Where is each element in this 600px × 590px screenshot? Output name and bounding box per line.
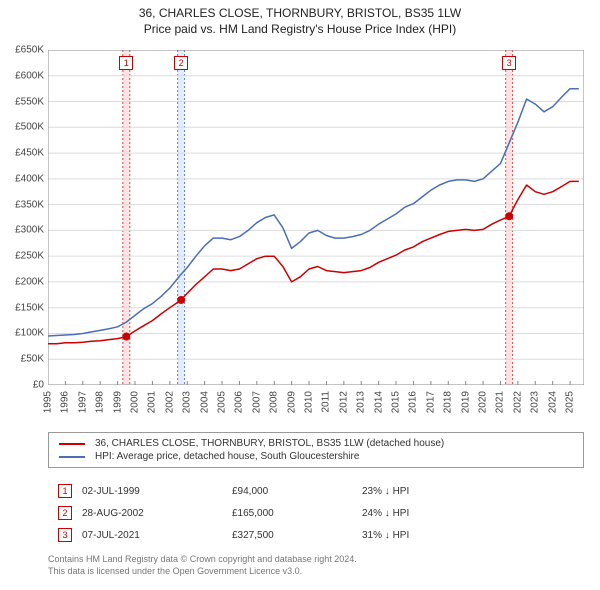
x-tick-label: 2002: [164, 391, 175, 413]
sales-date: 07-JUL-2021: [82, 530, 232, 541]
x-tick-label: 2001: [147, 391, 158, 413]
sales-row: 3 07-JUL-2021£327,50031% ↓ HPI: [48, 524, 584, 546]
legend-row: 36, CHARLES CLOSE, THORNBURY, BRISTOL, B…: [59, 437, 573, 450]
x-tick-label: 2019: [460, 391, 471, 413]
x-tick-label: 2006: [234, 391, 245, 413]
x-tick-label: 1997: [77, 391, 88, 413]
x-tick-label: 2003: [182, 391, 193, 413]
legend-swatch: [59, 456, 85, 458]
y-tick-label: £400K: [15, 173, 44, 184]
chart-plot-area: 1 2 3: [48, 50, 584, 385]
sales-delta: 31% ↓ HPI: [362, 530, 482, 541]
chart-title: 36, CHARLES CLOSE, THORNBURY, BRISTOL, B…: [0, 6, 600, 20]
x-tick-label: 2015: [391, 391, 402, 413]
sales-delta: 24% ↓ HPI: [362, 508, 482, 519]
x-tick-label: 1996: [60, 391, 71, 413]
y-tick-label: £650K: [15, 45, 44, 56]
legend: 36, CHARLES CLOSE, THORNBURY, BRISTOL, B…: [48, 432, 584, 468]
sales-marker: 3: [58, 528, 72, 542]
sales-price: £94,000: [232, 486, 362, 497]
y-tick-label: £50K: [21, 354, 44, 365]
footer-line-2: This data is licensed under the Open Gov…: [48, 566, 357, 578]
x-tick-label: 2021: [495, 391, 506, 413]
x-tick-label: 2022: [512, 391, 523, 413]
x-axis: 1995199619971998199920002001200220032004…: [48, 385, 584, 435]
legend-swatch: [59, 443, 85, 445]
sales-table: 1 02-JUL-1999£94,00023% ↓ HPI 2 28-AUG-2002…: [48, 480, 584, 546]
x-tick-label: 2005: [217, 391, 228, 413]
y-axis: £0£50K£100K£150K£200K£250K£300K£350K£400…: [0, 50, 46, 385]
x-tick-label: 2025: [565, 391, 576, 413]
legend-label: HPI: Average price, detached house, Sout…: [95, 451, 359, 462]
y-tick-label: £550K: [15, 96, 44, 107]
y-tick-label: £300K: [15, 225, 44, 236]
x-tick-label: 2010: [304, 391, 315, 413]
x-tick-label: 2008: [269, 391, 280, 413]
y-tick-label: £350K: [15, 199, 44, 210]
sale-marker-1: 1: [119, 56, 133, 70]
x-tick-label: 2012: [338, 391, 349, 413]
y-tick-label: £150K: [15, 302, 44, 313]
x-tick-label: 2009: [286, 391, 297, 413]
legend-label: 36, CHARLES CLOSE, THORNBURY, BRISTOL, B…: [95, 438, 444, 449]
x-tick-label: 1998: [95, 391, 106, 413]
x-tick-label: 2024: [547, 391, 558, 413]
y-tick-label: £250K: [15, 251, 44, 262]
y-tick-label: £100K: [15, 328, 44, 339]
x-tick-label: 1995: [43, 391, 54, 413]
sales-marker: 2: [58, 506, 72, 520]
x-tick-label: 2013: [356, 391, 367, 413]
x-tick-label: 2000: [130, 391, 141, 413]
sales-date: 28-AUG-2002: [82, 508, 232, 519]
sales-marker: 1: [58, 484, 72, 498]
footer-line-1: Contains HM Land Registry data © Crown c…: [48, 554, 357, 566]
x-tick-label: 2014: [373, 391, 384, 413]
x-tick-label: 2018: [443, 391, 454, 413]
sale-marker-2: 2: [174, 56, 188, 70]
y-tick-label: £0: [33, 380, 44, 391]
legend-row: HPI: Average price, detached house, Sout…: [59, 450, 573, 463]
x-tick-label: 2011: [321, 391, 332, 413]
y-tick-label: £600K: [15, 70, 44, 81]
chart-subtitle: Price paid vs. HM Land Registry's House …: [0, 22, 600, 36]
sales-price: £327,500: [232, 530, 362, 541]
x-tick-label: 2017: [425, 391, 436, 413]
sales-date: 02-JUL-1999: [82, 486, 232, 497]
chart-svg: [48, 50, 584, 385]
y-tick-label: £450K: [15, 148, 44, 159]
x-tick-label: 2016: [408, 391, 419, 413]
x-tick-label: 2020: [478, 391, 489, 413]
x-tick-label: 2004: [199, 391, 210, 413]
sales-row: 2 28-AUG-2002£165,00024% ↓ HPI: [48, 502, 584, 524]
x-tick-label: 1999: [112, 391, 123, 413]
x-tick-label: 2023: [530, 391, 541, 413]
sale-marker-3: 3: [502, 56, 516, 70]
sales-delta: 23% ↓ HPI: [362, 486, 482, 497]
sales-price: £165,000: [232, 508, 362, 519]
sales-row: 1 02-JUL-1999£94,00023% ↓ HPI: [48, 480, 584, 502]
footer-attribution: Contains HM Land Registry data © Crown c…: [48, 554, 357, 577]
x-tick-label: 2007: [251, 391, 262, 413]
y-tick-label: £500K: [15, 122, 44, 133]
y-tick-label: £200K: [15, 276, 44, 287]
